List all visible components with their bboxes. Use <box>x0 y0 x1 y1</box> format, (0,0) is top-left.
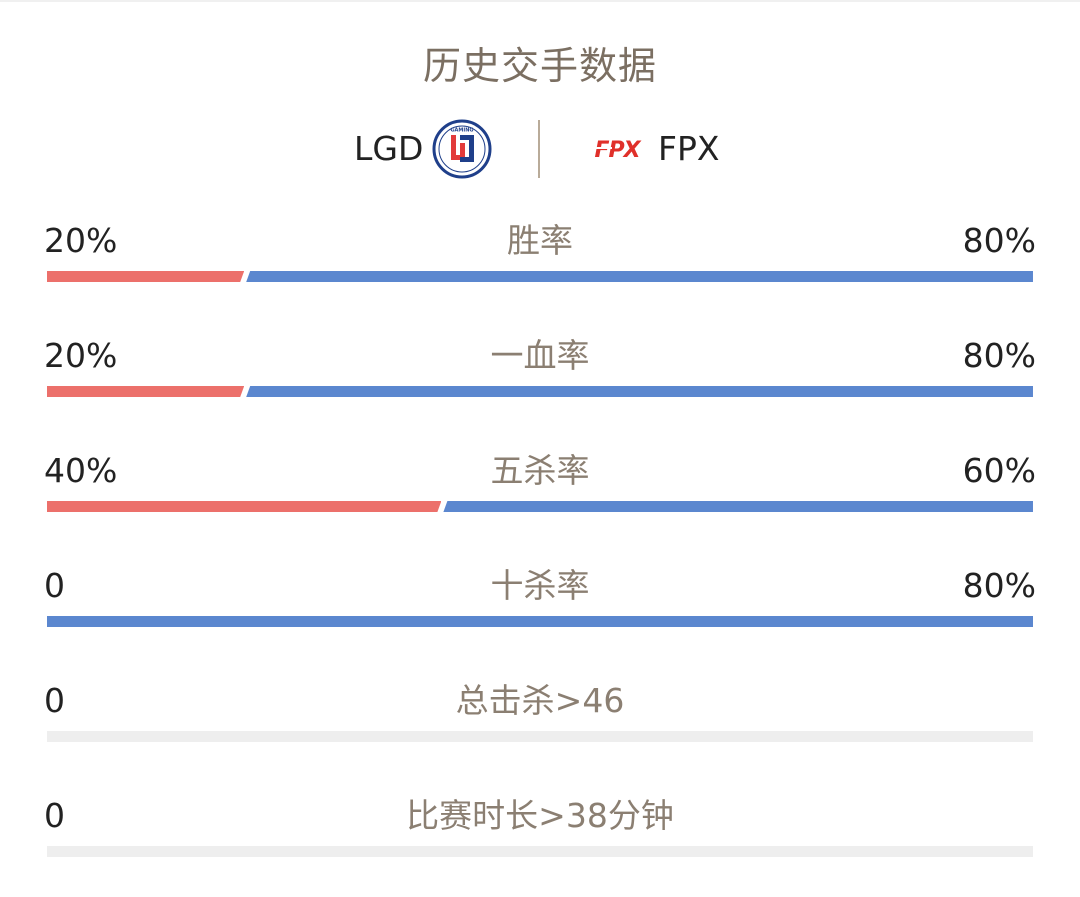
top-divider <box>0 0 1080 2</box>
stat-left-value: 40% <box>44 451 118 490</box>
lgd-logo-text: GAMING <box>450 128 473 134</box>
stat-row-ten-kill-rate: 0 十杀率 80% <box>0 564 1080 664</box>
stat-left-value: 20% <box>44 336 118 375</box>
fpx-logo-text: FPX <box>594 138 641 163</box>
stat-bar <box>47 616 1033 627</box>
stat-row-first-blood-rate: 20% 一血率 80% <box>0 334 1080 434</box>
stat-bar-right-segment <box>246 271 1033 282</box>
stat-right-value: 60% <box>962 451 1036 490</box>
stat-left-value: 0 <box>44 681 65 720</box>
stat-bar-left-segment <box>47 271 244 282</box>
stat-row-match-duration: 0 比赛时长>38分钟 <box>0 794 1080 894</box>
stat-bar-right-segment <box>443 501 1033 512</box>
stat-label: 总击杀>46 <box>455 681 625 720</box>
stat-bar-empty <box>47 846 1033 857</box>
stat-bar <box>47 846 1033 857</box>
stat-bar-left-segment <box>47 386 244 397</box>
stat-bar <box>47 501 1033 512</box>
stat-label: 五杀率 <box>490 451 590 490</box>
stat-bar-right-segment <box>246 386 1033 397</box>
stat-left-value: 0 <box>44 566 65 605</box>
stat-left-value: 20% <box>44 221 118 260</box>
stat-row-total-kills: 0 总击杀>46 <box>0 679 1080 779</box>
page-title: 历史交手数据 <box>422 44 657 88</box>
stat-label: 十杀率 <box>490 566 590 605</box>
stat-row-penta-kill-rate: 40% 五杀率 60% <box>0 449 1080 549</box>
stat-bar <box>47 271 1033 282</box>
fpx-logo-icon: FPX <box>590 138 643 163</box>
team-right-name: FPX <box>658 129 720 168</box>
lgd-gaming-logo-icon: GAMING <box>432 119 492 179</box>
stat-bar <box>47 731 1033 742</box>
stat-bar-left-segment <box>47 501 441 512</box>
teams-divider <box>538 120 540 178</box>
teams-header: LGD GAMING FPX FPX <box>0 116 1080 184</box>
stat-bar-empty <box>47 731 1033 742</box>
team-left-name: LGD <box>354 129 424 168</box>
stat-row-win-rate: 20% 胜率 80% <box>0 219 1080 319</box>
stat-label: 胜率 <box>507 221 573 260</box>
stat-bar <box>47 386 1033 397</box>
stat-right-value: 80% <box>962 566 1036 605</box>
stat-right-value: 80% <box>962 336 1036 375</box>
stat-label: 比赛时长>38分钟 <box>406 796 674 835</box>
stat-label: 一血率 <box>490 336 590 375</box>
stat-right-value: 80% <box>962 221 1036 260</box>
stat-bar-right-segment <box>47 616 1033 627</box>
stat-left-value: 0 <box>44 796 65 835</box>
